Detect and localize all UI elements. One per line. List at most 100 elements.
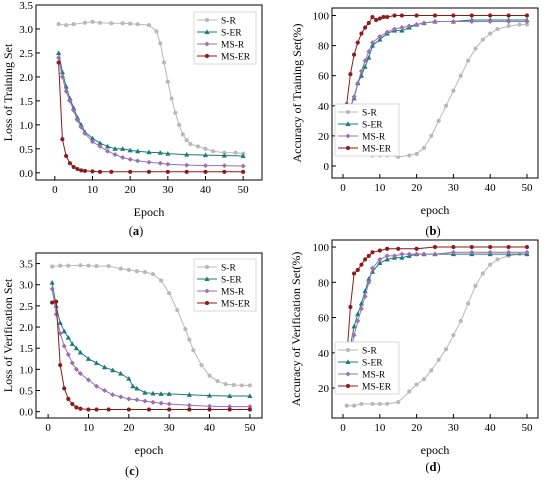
data-point-panel-d-s-r-15	[466, 301, 471, 306]
data-point-panel-d-ms-r-3	[355, 318, 361, 324]
data-point-panel-c-ms-er-5	[70, 401, 75, 407]
data-point-panel-a-s-er-0	[55, 50, 62, 55]
data-point-panel-d-ms-er-13	[451, 244, 456, 250]
data-point-panel-c-s-er-7	[77, 349, 84, 355]
data-point-panel-d-ms-r-13	[414, 251, 420, 257]
panel-a-legend-label-3: MS-ER	[221, 53, 251, 63]
panel-a-y-tick-label-7: 3.5	[19, 0, 33, 12]
data-point-panel-a-s-r-11	[154, 29, 159, 34]
data-point-panel-a-ms-er-6	[79, 168, 84, 173]
panel-c-y-tick-label-7: 3.5	[19, 259, 33, 271]
data-point-panel-d-ms-er-10	[396, 246, 401, 251]
data-point-panel-d-s-r-11	[436, 357, 441, 362]
panel-a-legend-box	[193, 11, 257, 65]
data-point-panel-a-s-er-legend	[204, 29, 210, 35]
data-point-panel-c-s-er-9	[93, 360, 100, 366]
data-point-panel-b-s-er-8	[377, 36, 383, 42]
data-point-panel-a-ms-er-13	[165, 169, 170, 174]
data-point-panel-c-ms-r-19	[186, 402, 192, 408]
data-point-panel-a-ms-er-11	[128, 169, 133, 174]
data-point-panel-b-ms-r-18	[487, 18, 493, 25]
data-point-panel-c-s-er-6	[73, 345, 79, 351]
data-point-panel-d-ms-r-5	[362, 293, 368, 299]
data-point-panel-a-s-r-9	[135, 22, 140, 27]
data-point-panel-d-ms-r-15	[432, 251, 438, 257]
panel-b-legend-label-2: MS-R	[362, 133, 386, 143]
data-point-panel-b-ms-r-19	[505, 18, 512, 25]
data-point-panel-c-ms-r-6	[73, 366, 79, 372]
data-point-panel-b-ms-r-16	[450, 18, 456, 25]
data-point-panel-c-s-r-1	[58, 263, 63, 268]
data-point-panel-c-ms-r-13	[126, 396, 132, 402]
data-point-panel-b-s-r-15	[466, 58, 471, 63]
data-point-panel-c-s-r-17	[191, 348, 196, 353]
data-point-panel-c-ms-r-18	[166, 401, 172, 407]
data-point-panel-c-s-er-2	[57, 320, 63, 325]
data-point-panel-d-ms-r-9	[384, 253, 390, 259]
panel-a-x-tick-label-1: 10	[87, 184, 99, 196]
data-point-panel-b-ms-er-3	[355, 40, 360, 45]
data-point-panel-b-s-r-7	[407, 153, 412, 158]
data-point-panel-d-ms-er-2	[351, 271, 357, 276]
data-point-panel-c-ms-er-6	[74, 405, 79, 410]
data-point-panel-b-s-er-6	[366, 54, 372, 60]
data-point-panel-d-ms-er-1	[348, 304, 353, 310]
data-point-panel-a-ms-r-19	[202, 163, 209, 169]
data-point-panel-c-ms-r-7	[77, 370, 83, 377]
data-point-panel-a-s-r-0	[56, 22, 61, 27]
data-point-panel-b-ms-r-legend	[345, 133, 351, 139]
data-point-panel-c-s-r-16	[187, 337, 192, 342]
data-point-panel-d-s-r-4	[377, 401, 382, 407]
data-point-panel-a-ms-r-14	[135, 158, 141, 164]
data-point-panel-c-ms-r-5	[69, 360, 75, 366]
data-point-panel-b-s-r-legend	[345, 109, 351, 115]
data-point-panel-b-ms-er-18	[488, 13, 493, 18]
data-point-panel-d-ms-r-6	[366, 279, 372, 285]
data-point-panel-a-s-r-22	[203, 146, 208, 151]
data-point-panel-c-s-er-20	[186, 392, 192, 397]
data-point-panel-a-s-er-14	[135, 148, 141, 154]
panel-a-series-ms-er	[56, 60, 246, 174]
data-point-panel-b-ms-er-19	[506, 13, 511, 18]
data-point-panel-b-ms-r-17	[469, 18, 475, 25]
data-point-panel-c-s-r-13	[167, 291, 172, 296]
panel-c-series-ms-r	[49, 286, 253, 410]
panel-c-y-tick-label-3: 1.5	[19, 343, 33, 355]
data-point-panel-c-ms-r-10	[102, 387, 108, 394]
data-point-panel-b-s-r-16	[473, 46, 478, 51]
data-point-panel-d-s-er-8	[377, 260, 383, 265]
data-point-panel-a-s-r-7	[120, 21, 125, 26]
data-point-panel-c-s-er-21	[206, 392, 213, 398]
data-point-panel-d-s-er-9	[384, 256, 390, 262]
data-point-panel-c-s-r-0	[50, 264, 55, 269]
data-point-panel-c-s-r-4	[86, 263, 91, 268]
data-point-panel-a-ms-r-0	[56, 55, 62, 61]
data-point-panel-c-s-r-23	[239, 383, 244, 388]
panel-b-y-tick-label-4: 80	[318, 41, 330, 53]
data-point-panel-c-s-er-3	[61, 328, 67, 334]
panel-c-y-tick-label-4: 2.0	[19, 322, 33, 334]
data-point-panel-d-s-r-13	[451, 333, 456, 338]
panel-d-legend-label-2: MS-R	[362, 371, 386, 381]
data-point-panel-c-s-r-20	[215, 379, 220, 384]
data-point-panel-a-ms-er-10	[109, 169, 114, 174]
data-point-panel-b-s-er-11	[399, 27, 405, 33]
data-point-panel-d-ms-er-9	[385, 246, 390, 251]
data-point-panel-a-s-er-17	[165, 150, 171, 156]
data-point-panel-d-ms-r-7	[369, 265, 376, 271]
data-point-panel-b-ms-er-legend	[345, 145, 351, 151]
data-point-panel-c-ms-er-2	[58, 363, 63, 368]
data-point-panel-a-s-er-20	[221, 152, 227, 158]
data-point-panel-c-s-er-19	[166, 391, 172, 396]
panel-b-legend-label-3: MS-ER	[362, 145, 392, 155]
data-point-panel-a-ms-r-legend	[204, 41, 210, 47]
data-point-panel-a-s-er-10	[104, 143, 111, 149]
panel-c-legend-label-3: MS-ER	[221, 300, 251, 310]
data-point-panel-c-ms-r-legend	[204, 288, 210, 294]
data-point-panel-a-s-r-21	[195, 144, 201, 149]
data-point-panel-b-ms-r-6	[366, 49, 372, 55]
data-point-panel-d-s-er-legend	[345, 359, 351, 365]
data-point-panel-d-ms-er-legend	[345, 383, 351, 389]
data-point-panel-a-ms-er-7	[82, 168, 88, 173]
data-point-panel-b-ms-r-9	[384, 29, 390, 35]
